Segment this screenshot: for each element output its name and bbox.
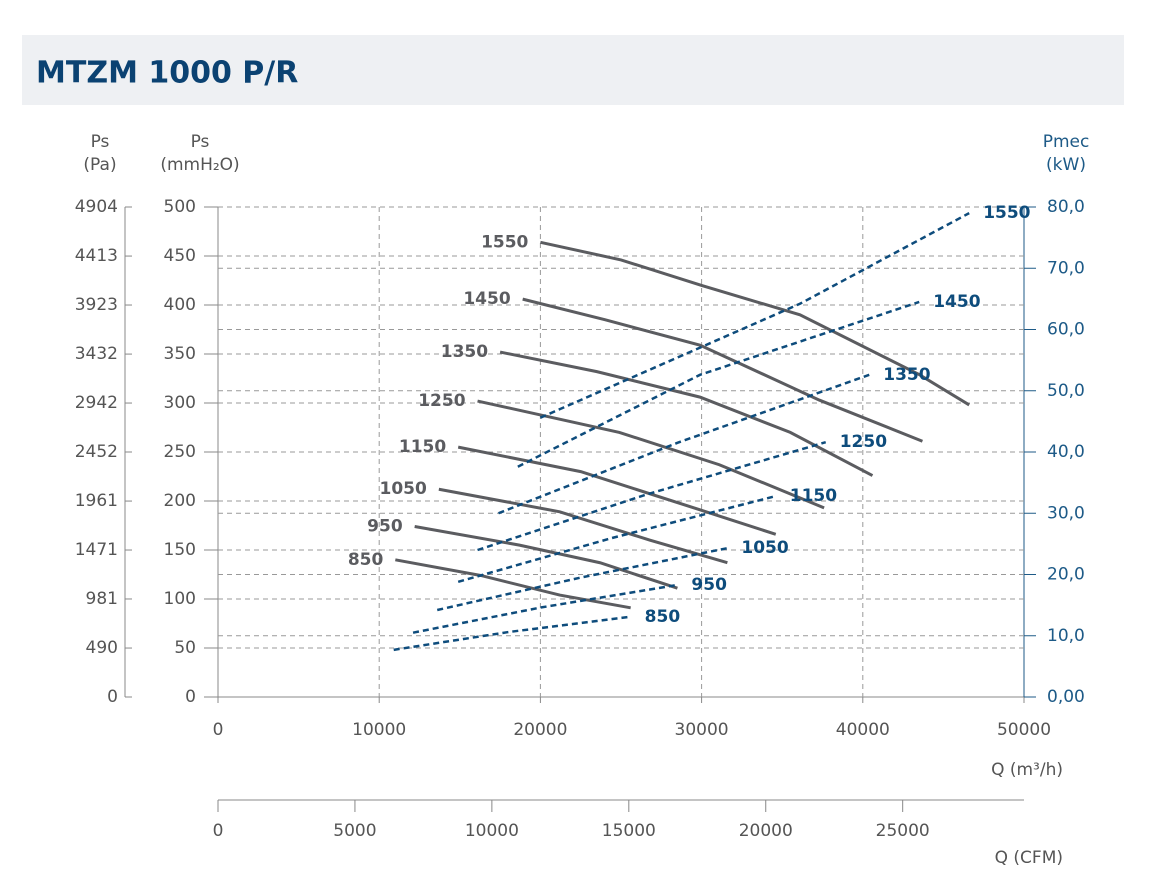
- y2-tick-label: 10,0: [1047, 626, 1085, 646]
- curve-label: 1550: [481, 232, 528, 252]
- curve-label: 950: [367, 516, 403, 536]
- curve-label: 850: [348, 550, 384, 570]
- power-curve: [412, 583, 678, 634]
- x-tick-label: 50000: [997, 720, 1051, 740]
- y-tick-label: 150: [164, 540, 196, 560]
- y2-tick-label: 50,0: [1047, 381, 1085, 401]
- curve-label: 1250: [840, 432, 887, 452]
- y-tick-label: 490: [86, 638, 118, 658]
- curve-label: 1450: [463, 289, 510, 309]
- y-tick-label: 0: [185, 687, 196, 707]
- axis-label: (mmH₂O): [160, 155, 239, 175]
- power-curve: [539, 212, 970, 419]
- curve-label: 1450: [933, 292, 980, 312]
- axis-label: Ps: [91, 132, 110, 152]
- curve-label: 1150: [399, 437, 446, 457]
- pressure-curve: [438, 487, 728, 565]
- power-curve: [477, 441, 827, 552]
- y-tick-label: 450: [164, 246, 196, 266]
- title-bar: [22, 35, 1124, 105]
- y-tick-label: 500: [164, 197, 196, 217]
- curve-label: 1150: [790, 486, 837, 506]
- pressure-curve: [499, 350, 874, 477]
- axis-label: Pmec: [1043, 132, 1090, 152]
- power-curve: [517, 300, 920, 468]
- x-tick-label: 10000: [352, 720, 406, 740]
- y-tick-label: 2942: [75, 393, 118, 413]
- power-curve: [457, 494, 777, 584]
- x-tick-label: 5000: [333, 821, 376, 841]
- y-tick-label: 50: [174, 638, 196, 658]
- curve-label: 1250: [418, 391, 465, 411]
- x-tick-label: 20000: [739, 821, 793, 841]
- x-tick-label: 0: [213, 821, 224, 841]
- y-tick-label: 0: [107, 687, 118, 707]
- x-tick-label: 20000: [513, 720, 567, 740]
- y-tick-label: 300: [164, 393, 196, 413]
- y2-tick-label: 70,0: [1047, 258, 1085, 278]
- chart-title: MTZM 1000 P/R: [36, 56, 298, 91]
- x-tick-label: 10000: [465, 821, 519, 841]
- y-tick-label: 3923: [75, 295, 118, 315]
- pressure-curve: [395, 558, 631, 610]
- pressure-curve: [540, 240, 970, 407]
- y2-tick-label: 30,0: [1047, 503, 1085, 523]
- y-tick-label: 250: [164, 442, 196, 462]
- y2-tick-label: 0,00: [1047, 687, 1085, 707]
- x-tick-label: 0: [213, 720, 224, 740]
- axis-label: Q (m³/h): [991, 760, 1063, 780]
- axis-label: Ps: [191, 132, 210, 152]
- x-tick-label: 25000: [876, 821, 930, 841]
- pressure-curve: [522, 297, 923, 443]
- axis-label: Q (CFM): [995, 848, 1063, 868]
- axis-label: (Pa): [83, 155, 116, 175]
- y-tick-label: 1471: [75, 540, 118, 560]
- axis-label: (kW): [1046, 155, 1086, 175]
- y-tick-label: 200: [164, 491, 196, 511]
- y-tick-label: 4904: [75, 197, 118, 217]
- y2-tick-label: 20,0: [1047, 565, 1085, 585]
- y-tick-label: 981: [86, 589, 118, 609]
- curve-label: 1350: [883, 365, 930, 385]
- power-curve: [393, 615, 631, 652]
- x-tick-label: 15000: [602, 821, 656, 841]
- curve-label: 1050: [741, 538, 788, 558]
- y-tick-label: 2452: [75, 442, 118, 462]
- curve-label: 1550: [983, 203, 1030, 223]
- y-tick-label: 1961: [75, 491, 118, 511]
- y-tick-label: 350: [164, 344, 196, 364]
- curve-label: 1350: [441, 342, 488, 362]
- x-tick-label: 30000: [675, 720, 729, 740]
- y-tick-label: 400: [164, 295, 196, 315]
- power-curve: [498, 373, 870, 515]
- y2-tick-label: 40,0: [1047, 442, 1085, 462]
- x-tick-label: 40000: [836, 720, 890, 740]
- y-tick-label: 3432: [75, 344, 118, 364]
- y-tick-label: 100: [164, 589, 196, 609]
- pressure-curve: [457, 445, 777, 536]
- y2-tick-label: 80,0: [1047, 197, 1085, 217]
- curve-label: 850: [645, 607, 681, 627]
- y-tick-label: 4413: [75, 246, 118, 266]
- y2-tick-label: 60,0: [1047, 320, 1085, 340]
- pressure-curve: [477, 399, 825, 510]
- curve-label: 950: [691, 575, 727, 595]
- curve-label: 1050: [380, 479, 427, 499]
